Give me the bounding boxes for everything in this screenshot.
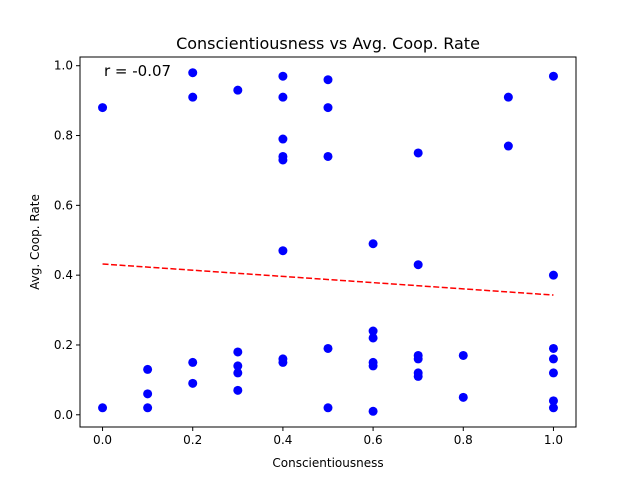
y-tick-label: 0.0 (54, 408, 73, 422)
plot-frame (79, 56, 577, 428)
data-point (143, 364, 153, 374)
data-point (548, 368, 558, 378)
data-point (413, 354, 423, 364)
data-point (368, 239, 378, 249)
data-point (503, 92, 513, 102)
data-point (368, 361, 378, 371)
x-tick-label: 0.0 (93, 433, 112, 447)
data-point (278, 92, 288, 102)
data-point (368, 326, 378, 336)
data-point (548, 354, 558, 364)
x-tick-label: 0.4 (273, 433, 292, 447)
data-point (413, 371, 423, 381)
trend-line (102, 263, 554, 296)
x-tick-label: 0.6 (364, 433, 383, 447)
data-point (323, 151, 333, 161)
data-point (548, 270, 558, 280)
x-tick-label: 0.2 (183, 433, 202, 447)
data-point (188, 357, 198, 367)
data-point (413, 148, 423, 158)
data-point (413, 260, 423, 270)
x-axis-label: Conscientiousness (272, 456, 383, 470)
data-point (188, 68, 198, 78)
data-point (233, 85, 243, 95)
correlation-annotation: r = -0.07 (104, 62, 171, 80)
data-point (98, 403, 108, 413)
data-point (188, 92, 198, 102)
data-point (278, 71, 288, 81)
data-point (458, 350, 468, 360)
data-point (368, 406, 378, 416)
data-point (278, 134, 288, 144)
data-point (278, 246, 288, 256)
data-point (323, 103, 333, 113)
data-point (233, 368, 243, 378)
plot-area (98, 68, 558, 416)
y-tick-label: 0.4 (54, 268, 73, 282)
x-tick-label: 1.0 (544, 433, 563, 447)
data-point (548, 343, 558, 353)
data-point (233, 385, 243, 395)
data-point (323, 343, 333, 353)
y-tick-label: 0.8 (54, 129, 73, 143)
chart-title: Conscientiousness vs Avg. Coop. Rate (176, 34, 480, 53)
y-tick-label: 1.0 (54, 59, 73, 73)
data-point (458, 392, 468, 402)
data-point (278, 155, 288, 165)
data-point (233, 347, 243, 357)
data-point (503, 141, 513, 151)
data-point (143, 403, 153, 413)
data-point (323, 403, 333, 413)
data-point (548, 71, 558, 81)
data-point (98, 103, 108, 113)
x-tick-label: 0.8 (454, 433, 473, 447)
y-tick-label: 0.6 (54, 198, 73, 212)
data-point (278, 357, 288, 367)
data-point (188, 378, 198, 388)
data-point (323, 75, 333, 85)
data-point (143, 389, 153, 399)
data-point (548, 396, 558, 406)
y-axis-label: Avg. Coop. Rate (28, 194, 42, 290)
y-tick-label: 0.2 (54, 338, 73, 352)
axes: 0.0 0.2 0.4 0.6 0.8 1.0 0.0 0.2 0.4 0.6 0.8 1.0 (54, 56, 577, 447)
data-point (233, 361, 243, 371)
data-point (368, 333, 378, 343)
data-point (548, 403, 558, 413)
